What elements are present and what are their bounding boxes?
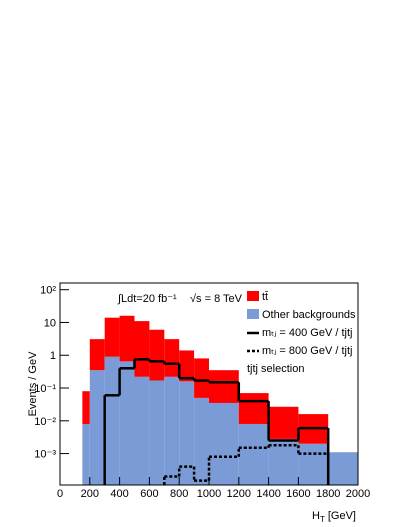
hist-bar xyxy=(194,358,209,398)
y-tick-label: 10² xyxy=(40,285,56,297)
hist-bar xyxy=(149,380,165,485)
x-tick-label: 1800 xyxy=(316,488,340,500)
x-axis-label: HT [GeV] xyxy=(312,510,356,524)
hist-bar xyxy=(89,370,105,485)
hist-bar xyxy=(164,376,180,485)
y-tick-label: 10 xyxy=(44,317,56,329)
x-tick-label: 0 xyxy=(57,488,63,500)
lumi-annotation: ∫Ldt=20 fb⁻¹ xyxy=(117,293,177,305)
y-tick-label: 1 xyxy=(50,350,56,362)
hist-bar xyxy=(238,393,269,424)
x-tick-label: 1000 xyxy=(197,488,221,500)
x-tick-label: 600 xyxy=(140,488,158,500)
hist-bar xyxy=(179,381,195,485)
hist-bar xyxy=(298,443,329,485)
legend-label: tt̄ xyxy=(262,291,268,303)
hist-bar xyxy=(238,423,269,485)
hist-bar xyxy=(209,370,239,403)
hist-bar xyxy=(194,397,209,485)
hist-bar xyxy=(82,391,90,424)
x-label-sub: T xyxy=(320,515,325,524)
x-tick-label: 1400 xyxy=(256,488,280,500)
x-tick-label: 1200 xyxy=(227,488,251,500)
y-tick-label: 10⁻¹ xyxy=(34,383,56,395)
y-tick-label: 10⁻² xyxy=(34,416,56,428)
hist-bar xyxy=(134,321,150,377)
legend-swatch xyxy=(247,309,259,319)
x-tick-label: 200 xyxy=(81,488,99,500)
hist-bar xyxy=(89,339,105,371)
x-label-unit: [GeV] xyxy=(328,510,356,522)
x-label-base: H xyxy=(312,510,320,522)
x-tick-label: 2000 xyxy=(346,488,370,500)
legend-swatch xyxy=(247,291,259,301)
legend-label: Other backgrounds xyxy=(262,309,356,321)
hist-bar xyxy=(328,452,358,485)
y-tick-label: 10⁻³ xyxy=(34,449,56,461)
y-axis-label: Events / GeV xyxy=(27,351,39,416)
hist-bar xyxy=(149,329,165,381)
hist-bar xyxy=(82,423,90,485)
x-tick-label: 1600 xyxy=(286,488,310,500)
hist-bar xyxy=(268,438,299,485)
hist-bar xyxy=(209,402,239,485)
selection-annotation: tjtj selection xyxy=(247,363,304,375)
hist-bar xyxy=(119,361,135,485)
legend-label: mₜⱼ = 400 GeV / tjtj xyxy=(262,327,352,339)
hist-bar xyxy=(164,339,180,377)
hist-bar xyxy=(268,406,299,439)
x-tick-label: 400 xyxy=(110,488,128,500)
legend-label: mₜⱼ = 800 GeV / tjtj xyxy=(262,345,352,357)
hist-bar xyxy=(104,356,120,485)
energy-annotation: √s = 8 TeV xyxy=(190,293,243,305)
x-tick-label: 800 xyxy=(170,488,188,500)
hist-bar xyxy=(104,317,120,357)
hist-bar xyxy=(119,315,135,362)
hist-bar xyxy=(179,350,195,382)
hist-bar xyxy=(134,376,150,485)
